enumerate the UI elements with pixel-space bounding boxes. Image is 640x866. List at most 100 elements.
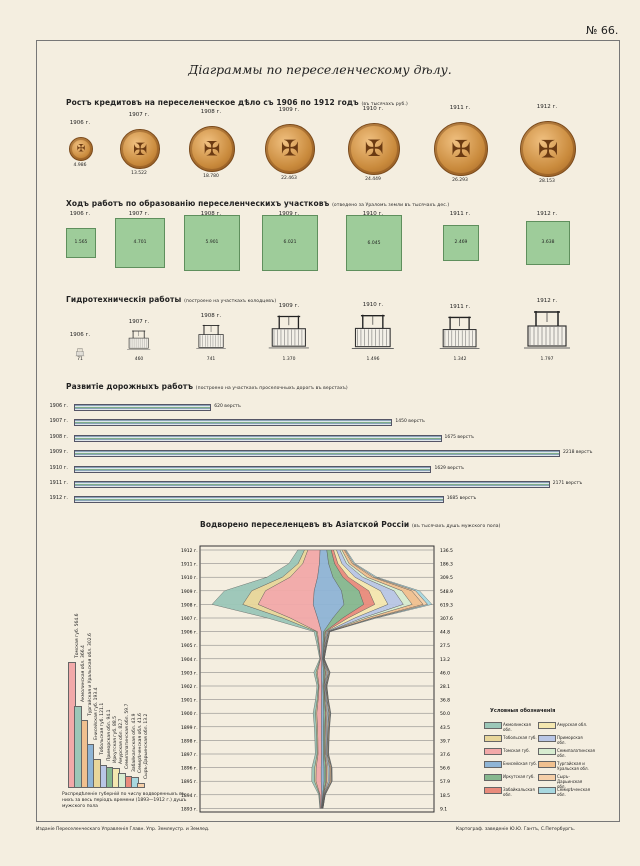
- settlers-year-label: 1911 г.: [181, 562, 198, 568]
- hydro-value: 741: [206, 357, 216, 362]
- legend-swatch: [538, 774, 556, 781]
- legend-swatch: [538, 761, 556, 768]
- well-icon: [350, 312, 396, 350]
- eagle-emblem-icon: ✠: [132, 138, 148, 159]
- settlers-value-label: 39.7: [440, 738, 450, 744]
- roads-note: (построено на участкахъ проселочныхъ дор…: [195, 386, 348, 391]
- road-year-label: 1911 г.: [49, 480, 68, 486]
- well-icon: [438, 314, 481, 350]
- plots-year-label: 1912 г.: [536, 211, 558, 217]
- settlers-year-label: 1897 г.: [181, 752, 198, 758]
- plots-year-label: 1906 г.: [69, 211, 91, 217]
- settlers-value-label: 57.9: [440, 779, 450, 785]
- credit-coin: ✠: [520, 121, 576, 177]
- settlers-value-label: 309.5: [440, 575, 453, 581]
- road-length-label: 2171 верстъ: [552, 481, 583, 486]
- plots-square: 4.701: [115, 218, 165, 268]
- road-bar: [74, 419, 393, 427]
- road-bar: [74, 450, 560, 458]
- credit-coin: ✠: [433, 121, 489, 177]
- credit-year-label: 1910 г.: [362, 105, 384, 112]
- settlers-value-label: 307.6: [440, 616, 453, 622]
- road-length-label: 1675 верстъ: [444, 434, 474, 440]
- credit-value: 18.780: [203, 174, 219, 180]
- hydro-title: Гидротехническія работы: [66, 295, 182, 304]
- legend-label: Приморская обл.: [557, 735, 583, 745]
- hydro-year-label: 1910 г.: [362, 301, 384, 308]
- gubernia-bar: [131, 776, 139, 788]
- road-year-label: 1909 г.: [49, 449, 68, 456]
- plots-year-label: 1910 г.: [362, 211, 384, 217]
- credit-year-label: 1911 г.: [449, 104, 471, 111]
- eagle-emblem-icon: ✠: [76, 143, 86, 155]
- settlers-year-label: 1907 г.: [181, 616, 198, 622]
- credit-value: 13.522: [131, 170, 147, 176]
- legend-label: Иркутская губ.: [503, 774, 535, 779]
- legend-label: Томская губ.: [503, 748, 530, 753]
- credit-coin: ✠: [347, 122, 401, 176]
- page-title: Діаграммы по переселенческому дѣлу.: [188, 62, 452, 77]
- road-year-label: 1907 г.: [49, 418, 68, 425]
- roads-title: Развитіе дорожныхъ работъ: [66, 382, 194, 391]
- road-length-label: 1685 верстъ: [446, 496, 477, 502]
- plots-square: 2.469: [442, 224, 480, 262]
- settlers-value-label: 548.9: [440, 589, 453, 595]
- hydro-year-label: 1908 г.: [200, 313, 222, 320]
- credit-year-label: 1908 г.: [200, 108, 222, 115]
- eagle-emblem-icon: ✠: [537, 134, 559, 164]
- hydro-year-label: 1906 г.: [69, 331, 91, 338]
- road-length-label: 1450 верстъ: [395, 419, 425, 425]
- legend-swatch: [484, 722, 502, 729]
- settlers-series-area: [322, 549, 433, 809]
- road-year-label: 1906 г.: [49, 403, 68, 409]
- road-bar: [74, 496, 444, 504]
- settlers-year-label: 1898 г.: [181, 738, 198, 744]
- credit-year-label: 1912 г.: [536, 104, 558, 110]
- eagle-emblem-icon: ✠: [364, 135, 384, 162]
- settlers-year-label: 1909 г.: [181, 589, 198, 595]
- footer-publisher: Изданіе Переселенческаго Управленія Глав…: [36, 827, 210, 832]
- legend-swatch: [484, 774, 502, 781]
- well-icon: [195, 323, 227, 350]
- settlers-year-label: 1899 г.: [181, 725, 198, 731]
- hydro-value: 1.370: [282, 357, 296, 362]
- footer-printer: Картограф. заведеніе Ю.Ю. Гантъ, С.Петер…: [456, 827, 576, 832]
- settlers-value-label: 46.0: [440, 670, 450, 676]
- legend-label: Акмолинская обл.: [503, 722, 531, 732]
- road-bar: [74, 404, 212, 411]
- legend-swatch: [484, 787, 502, 794]
- settlers-note: (въ тысячахъ душъ мужского пола): [411, 524, 501, 529]
- road-length-label: 2218 верстъ: [563, 450, 593, 456]
- settlers-year-label: 1912 г.: [181, 548, 198, 554]
- settlers-year-label: 1900 г.: [181, 711, 198, 717]
- plots-square: 6.021: [262, 215, 318, 271]
- eagle-emblem-icon: ✠: [451, 134, 471, 163]
- credit-value: 26.293: [452, 178, 468, 184]
- legend-label: Семипалатинская обл.: [557, 748, 595, 758]
- plots-year-label: 1908 г.: [200, 211, 222, 217]
- legend-swatch: [538, 722, 556, 729]
- plots-title: Ходъ работъ по образованію переселенческ…: [66, 199, 330, 208]
- credit-value: 22.463: [281, 176, 297, 182]
- legend-label: Амурская обл.: [557, 722, 588, 727]
- settlers-heading: Водворено переселенцевъ въ Азіатской Рос…: [200, 520, 500, 529]
- settlers-value-label: 619.3: [440, 602, 453, 608]
- settlers-value-label: 37.6: [440, 752, 450, 758]
- settlers-year-label: 1906 г.: [181, 630, 198, 636]
- plate-number: № 66.: [586, 24, 619, 37]
- settlers-year-label: 1910 г.: [181, 575, 198, 581]
- credits-note: (въ тысячахъ руб.): [361, 102, 408, 107]
- settlers-year-label: 1905 г.: [181, 643, 198, 649]
- legend-swatch: [538, 748, 556, 755]
- road-bar: [74, 481, 550, 488]
- plots-square: 1.565: [66, 228, 96, 258]
- legend-label: Тобольская губ.: [503, 735, 537, 740]
- settlers-year-label: 1894 г.: [181, 793, 198, 799]
- settlers-title: Водворено переселенцевъ въ Азіатской Рос…: [200, 520, 410, 529]
- settlers-value-label: 56.6: [440, 766, 450, 772]
- hydro-year-label: 1912 г.: [536, 298, 558, 304]
- settlers-year-label: 1902 г.: [181, 684, 198, 690]
- plots-year-label: 1909 г.: [278, 211, 300, 217]
- legend-title: Условныя обозначенія: [490, 708, 556, 714]
